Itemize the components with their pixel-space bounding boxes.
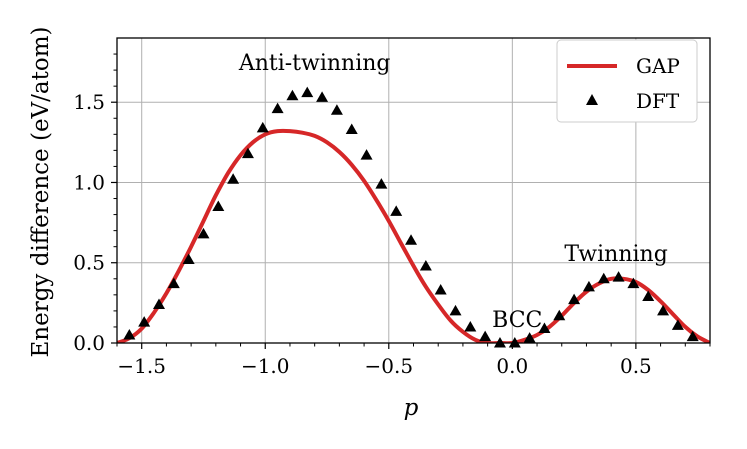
dft-marker — [138, 316, 151, 327]
dft-marker — [271, 102, 284, 114]
dft-marker — [182, 253, 195, 265]
legend: GAP DFT — [556, 39, 698, 123]
y-tick-label: 0.5 — [73, 251, 105, 275]
dft-marker — [464, 320, 477, 332]
dft-marker — [123, 328, 136, 340]
dft-marker — [301, 86, 314, 98]
annotations: Anti-twinning BCC Twinning — [238, 51, 668, 333]
y-tick-label: 1.5 — [73, 90, 105, 114]
dft-marker — [553, 309, 566, 321]
gap-series — [117, 128, 710, 343]
y-tick-label: 0.0 — [73, 331, 105, 355]
dft-marker — [197, 227, 210, 239]
dft-marker — [597, 272, 610, 284]
dft-marker — [419, 259, 432, 271]
x-tick-label: 0.0 — [496, 354, 528, 378]
dft-marker — [405, 234, 418, 245]
dft-marker — [375, 178, 388, 189]
dft-marker — [390, 205, 403, 216]
dft-marker — [212, 200, 225, 212]
annotation-label: BCC — [492, 308, 542, 333]
x-axis-label: p — [404, 395, 419, 421]
dft-marker — [671, 319, 684, 330]
gap-line — [117, 128, 710, 343]
axis-ticks: −1.5 −1.0 −0.5 0.0 0.5 0.0 0.5 1.0 1.5 — [73, 53, 711, 378]
legend-dft-marker — [586, 94, 598, 105]
x-tick-label: −1.5 — [117, 354, 166, 378]
dft-marker — [568, 293, 581, 305]
dft-marker — [523, 332, 536, 343]
dft-marker — [360, 149, 373, 160]
dft-marker — [493, 337, 506, 348]
x-tick-label: −1.0 — [241, 354, 290, 378]
dft-marker — [657, 304, 670, 316]
dft-marker — [582, 280, 595, 292]
dft-series — [123, 86, 699, 348]
dft-marker — [627, 277, 640, 289]
x-tick-label: 0.5 — [620, 354, 652, 378]
dft-marker — [345, 123, 358, 134]
annotation-label: Anti-twinning — [238, 51, 391, 76]
dft-marker — [612, 271, 625, 282]
legend-dft-label: DFT — [636, 89, 680, 113]
dft-marker — [434, 284, 447, 295]
dft-marker — [241, 147, 254, 159]
dft-marker — [256, 121, 269, 133]
legend-gap-label: GAP — [636, 54, 680, 78]
dft-marker — [286, 89, 299, 101]
y-axis-label: Energy difference (eV/atom) — [28, 26, 54, 357]
dft-marker — [449, 304, 462, 316]
x-tick-label: −0.5 — [365, 354, 414, 378]
dft-marker — [330, 104, 343, 115]
dft-marker — [479, 330, 492, 342]
dft-marker — [538, 322, 551, 334]
annotation-label: Twinning — [564, 242, 667, 267]
y-tick-label: 1.0 — [73, 170, 105, 194]
dft-marker — [686, 330, 699, 342]
dft-marker — [227, 173, 240, 184]
dft-marker — [167, 277, 180, 289]
dft-marker — [316, 91, 329, 102]
dft-marker — [642, 290, 655, 301]
dft-marker — [153, 298, 166, 309]
